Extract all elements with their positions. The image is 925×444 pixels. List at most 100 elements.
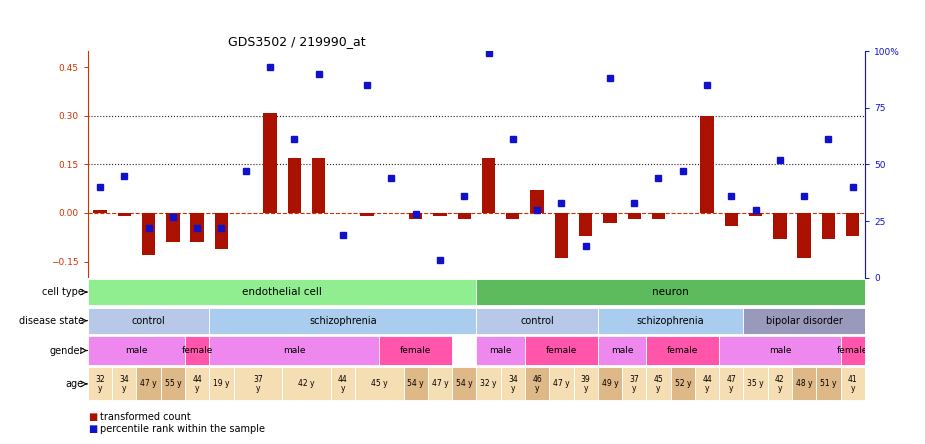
Bar (622, 368, 647, 400)
Bar (215, 213, 228, 249)
Text: transformed count: transformed count (100, 412, 191, 422)
Text: 54 y: 54 y (456, 380, 473, 388)
Bar (264, 113, 277, 213)
Bar (209, 308, 476, 334)
Bar (817, 368, 841, 400)
Bar (476, 308, 598, 334)
Text: male: male (283, 346, 305, 355)
Bar (476, 368, 500, 400)
Text: ■: ■ (88, 412, 97, 422)
Bar (458, 213, 471, 219)
Text: endothelial cell: endothelial cell (242, 287, 322, 297)
Bar (355, 368, 403, 400)
Bar (744, 308, 865, 334)
Bar (403, 368, 427, 400)
Text: female: female (667, 346, 698, 355)
Bar (549, 368, 574, 400)
Text: 47 y: 47 y (432, 380, 449, 388)
Bar (744, 368, 768, 400)
Bar (627, 213, 641, 219)
Bar (409, 213, 423, 219)
Text: 42
y: 42 y (775, 375, 784, 392)
Bar (530, 190, 544, 213)
Text: 52 y: 52 y (674, 380, 691, 388)
Text: neuron: neuron (652, 287, 689, 297)
Text: age: age (66, 379, 84, 389)
Bar (476, 336, 525, 365)
Bar (233, 368, 282, 400)
Bar (331, 368, 355, 400)
Bar (209, 368, 233, 400)
Bar (647, 368, 671, 400)
Text: female: female (837, 346, 869, 355)
Text: 39
y: 39 y (581, 375, 590, 392)
Text: 35 y: 35 y (747, 380, 764, 388)
Text: 54 y: 54 y (407, 380, 424, 388)
Bar (112, 368, 137, 400)
Bar (647, 336, 720, 365)
Text: 37
y: 37 y (629, 375, 639, 392)
Bar (93, 210, 106, 213)
Bar (209, 336, 379, 365)
Bar (88, 368, 112, 400)
Bar (525, 368, 549, 400)
Bar (768, 368, 792, 400)
Text: bipolar disorder: bipolar disorder (766, 316, 843, 326)
Bar (137, 368, 161, 400)
Text: 37
y: 37 y (253, 375, 263, 392)
Text: cell type: cell type (43, 287, 84, 297)
Text: 47
y: 47 y (726, 375, 736, 392)
Text: 48 y: 48 y (796, 380, 812, 388)
Bar (598, 336, 647, 365)
Text: male: male (489, 346, 512, 355)
Bar (185, 368, 209, 400)
Text: 44
y: 44 y (702, 375, 712, 392)
Bar (142, 213, 155, 255)
Bar (476, 279, 865, 305)
Text: gender: gender (50, 345, 84, 356)
Bar (191, 213, 204, 242)
Bar (846, 213, 859, 236)
Bar (166, 213, 179, 242)
Bar (288, 158, 301, 213)
Text: 51 y: 51 y (820, 380, 837, 388)
Text: ■: ■ (88, 424, 97, 434)
Text: 47 y: 47 y (553, 380, 570, 388)
Bar (555, 213, 568, 258)
Text: 34
y: 34 y (119, 375, 130, 392)
Bar (749, 213, 762, 216)
Bar (792, 368, 817, 400)
Bar (841, 336, 865, 365)
Bar (427, 368, 452, 400)
Bar (379, 336, 452, 365)
Text: 49 y: 49 y (601, 380, 618, 388)
Text: 44
y: 44 y (338, 375, 348, 392)
Bar (500, 368, 525, 400)
Bar (433, 213, 447, 216)
Text: 41
y: 41 y (848, 375, 857, 392)
Bar (773, 213, 786, 239)
Bar (117, 213, 131, 216)
Text: 47 y: 47 y (141, 380, 157, 388)
Bar (720, 368, 744, 400)
Text: 55 y: 55 y (165, 380, 181, 388)
Bar (797, 213, 811, 258)
Bar (724, 213, 738, 226)
Bar (282, 368, 331, 400)
Bar (88, 308, 209, 334)
Text: schizophrenia: schizophrenia (636, 316, 705, 326)
Bar (598, 308, 744, 334)
Text: 46
y: 46 y (532, 375, 542, 392)
Bar (88, 336, 185, 365)
Bar (312, 158, 326, 213)
Bar (506, 213, 520, 219)
Text: 44
y: 44 y (192, 375, 202, 392)
Text: GDS3502 / 219990_at: GDS3502 / 219990_at (228, 36, 365, 48)
Bar (700, 116, 714, 213)
Text: control: control (131, 316, 166, 326)
Text: 42 y: 42 y (298, 380, 315, 388)
Text: male: male (769, 346, 791, 355)
Text: female: female (546, 346, 577, 355)
Bar (161, 368, 185, 400)
Bar (579, 213, 592, 236)
